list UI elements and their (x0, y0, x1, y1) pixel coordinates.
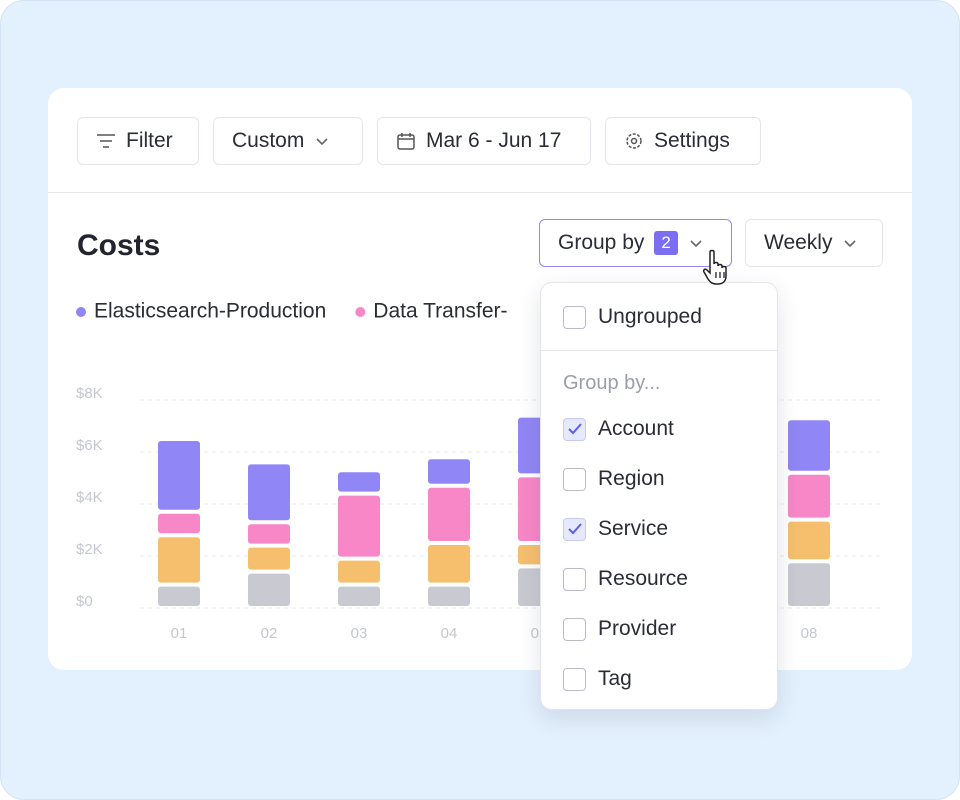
bar-segment (788, 521, 830, 560)
checkbox[interactable] (563, 617, 586, 641)
divider (541, 350, 777, 351)
chevron (844, 240, 857, 248)
bar-segment (248, 464, 290, 521)
bar-segment (428, 586, 470, 606)
checkbox[interactable] (563, 567, 586, 591)
x-tick-label: 01 (171, 625, 188, 642)
x-tick-label: 03 (351, 625, 368, 642)
gear-icon (626, 133, 642, 149)
checkbox[interactable] (563, 467, 586, 491)
interval-select[interactable]: Weekly (745, 219, 883, 267)
group-by-dropdown: Ungrouped Group by... Account Region Service… (540, 282, 778, 710)
option-label: Region (598, 467, 665, 490)
interval-label: Weekly (764, 231, 833, 254)
x-tick-label: 08 (801, 625, 818, 642)
section-title: Costs (77, 229, 161, 262)
x-tick-label: 02 (261, 625, 278, 642)
filter-label: Filter (126, 129, 173, 152)
legend-dot (76, 307, 86, 317)
date-range-label: Mar 6 - Jun 17 (426, 129, 562, 152)
chevron (316, 138, 328, 146)
bar-segment (428, 459, 470, 484)
menu-option[interactable]: Provider (563, 614, 676, 644)
group-by-count: 2 (654, 231, 678, 255)
chevron (690, 240, 702, 248)
checkbox[interactable] (563, 667, 586, 691)
menu-option[interactable]: Resource (563, 564, 688, 594)
check-icon (567, 523, 582, 535)
option-label: Service (598, 517, 669, 540)
bar-segment (158, 513, 200, 534)
y-tick-label: $8K (76, 385, 103, 402)
cursor (703, 249, 727, 285)
bar-segment (248, 573, 290, 606)
bar-segment (338, 472, 380, 492)
menu-option[interactable]: Tag (563, 664, 632, 694)
legend-label: Elasticsearch-Production (94, 300, 326, 323)
bar-segment (788, 420, 830, 471)
menu-option[interactable]: Region (563, 464, 665, 494)
bar-segment (338, 495, 380, 557)
bar-segment (428, 487, 470, 541)
x-tick-label: 04 (441, 625, 458, 642)
bar-segment (248, 547, 290, 570)
bar-segment (158, 537, 200, 583)
bar-segment (428, 545, 470, 583)
menu-section-title: Group by... (563, 372, 661, 394)
option-label: Account (598, 417, 674, 440)
y-tick-label: $0 (76, 593, 93, 610)
custom-select[interactable]: Custom (213, 117, 363, 165)
bar-segment (158, 441, 200, 510)
menu-option[interactable]: Ungrouped (563, 302, 702, 332)
menu-option[interactable]: Account (563, 414, 674, 444)
bar-segment (788, 474, 830, 518)
checkbox[interactable] (563, 305, 586, 329)
bar-segment (788, 563, 830, 606)
custom-label: Custom (232, 129, 305, 152)
legend-label: Data Transfer- (373, 300, 507, 323)
bar-segment (338, 560, 380, 583)
y-tick-label: $6K (76, 437, 103, 454)
y-tick-label: $4K (76, 489, 103, 506)
group-by-label: Group by (558, 231, 645, 254)
settings-label: Settings (654, 129, 730, 152)
check-icon (567, 423, 582, 435)
bar-segment (158, 586, 200, 606)
option-label: Provider (598, 617, 677, 640)
menu-option[interactable]: Service (563, 514, 668, 544)
bar-segment (338, 586, 380, 606)
filter-icon (97, 134, 115, 148)
legend-dot (355, 307, 366, 317)
group-by-button[interactable]: Group by 2 (539, 219, 732, 267)
bar-segment (248, 524, 290, 544)
option-label: Tag (598, 667, 632, 690)
option-label: Resource (598, 567, 688, 590)
filter-button[interactable]: Filter (77, 117, 199, 165)
divider (48, 192, 912, 193)
date-range-button[interactable]: Mar 6 - Jun 17 (377, 117, 591, 165)
option-label: Ungrouped (598, 305, 702, 328)
checkbox[interactable] (563, 417, 586, 441)
settings-button[interactable]: Settings (605, 117, 761, 165)
checkbox[interactable] (563, 517, 586, 541)
calendar-icon (397, 133, 415, 150)
y-tick-label: $2K (76, 541, 103, 558)
